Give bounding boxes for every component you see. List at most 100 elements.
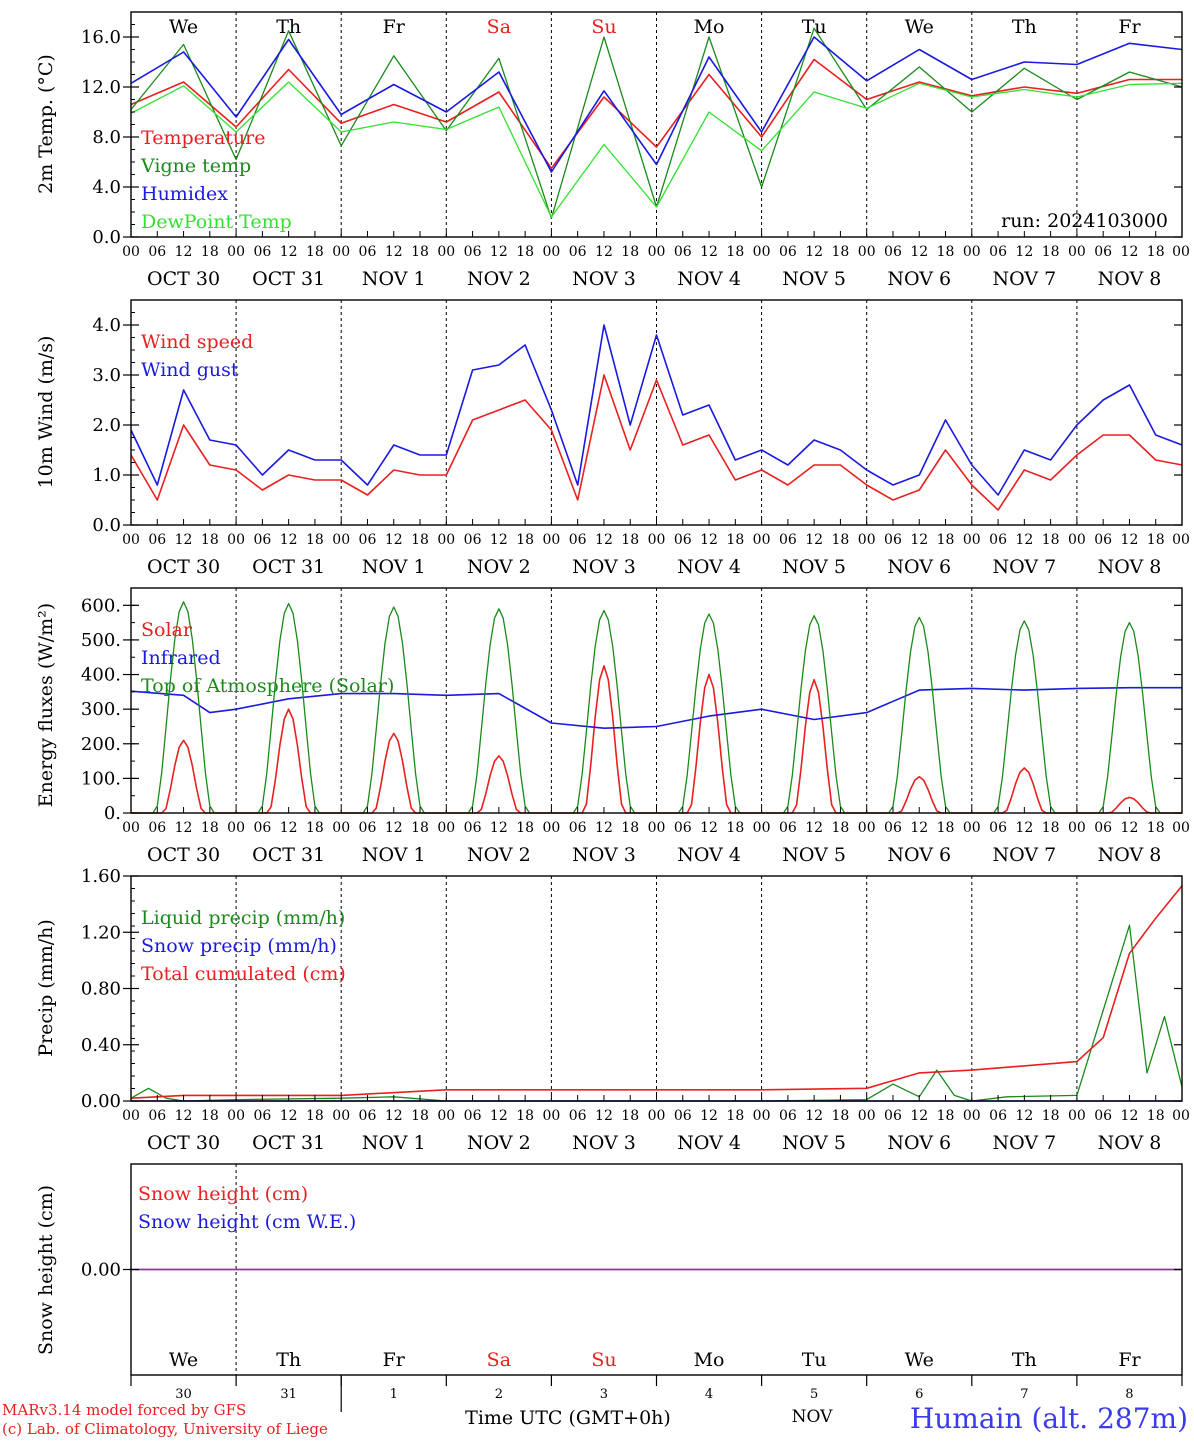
x-hour-label: 00 xyxy=(227,820,245,836)
x-hour-label: 06 xyxy=(253,1108,271,1124)
series-line xyxy=(130,81,1183,218)
x-hour-label: 12 xyxy=(1121,820,1139,836)
x-hour-label: 00 xyxy=(753,1108,771,1124)
x-hour-label: 18 xyxy=(832,244,850,260)
legend-entry: Total cumulated (cm) xyxy=(141,963,346,985)
y-tick-label: 0.0 xyxy=(92,227,121,248)
bottom-weekday-label: Fr xyxy=(1118,1349,1141,1371)
bottom-day-number: 5 xyxy=(810,1387,818,1402)
x-date-label: NOV 4 xyxy=(677,1132,741,1154)
y-tick-label: 0. xyxy=(104,803,121,824)
x-date-label: NOV 7 xyxy=(992,844,1056,866)
bottom-day-number: 8 xyxy=(1125,1387,1133,1402)
x-hour-label: 18 xyxy=(201,1108,219,1124)
x-hour-label: 00 xyxy=(437,1108,455,1124)
x-hour-label: 00 xyxy=(1172,532,1190,548)
x-hour-label: 12 xyxy=(595,820,613,836)
x-hour-label: 00 xyxy=(122,820,140,836)
legend-entry: DewPoint Temp xyxy=(141,211,292,233)
x-hour-label: 06 xyxy=(779,1108,797,1124)
x-hour-label: 06 xyxy=(464,1108,482,1124)
x-hour-label: 12 xyxy=(385,1108,403,1124)
panel-frame xyxy=(130,299,1183,526)
x-hour-label: 06 xyxy=(253,532,271,548)
x-hour-label: 06 xyxy=(1094,820,1112,836)
x-hour-label: 12 xyxy=(490,1108,508,1124)
x-hour-label: 06 xyxy=(148,244,166,260)
x-hour-label: 06 xyxy=(884,532,902,548)
x-hour-label: 00 xyxy=(332,532,350,548)
x-hour-label: 00 xyxy=(648,820,666,836)
x-hour-label: 00 xyxy=(122,532,140,548)
x-hour-label: 18 xyxy=(411,820,429,836)
x-date-label: NOV 5 xyxy=(782,1132,846,1154)
x-hour-label: 18 xyxy=(516,244,534,260)
x-date-label: OCT 31 xyxy=(252,268,325,290)
x-hour-label: 06 xyxy=(253,820,271,836)
y-tick-label: 0.40 xyxy=(81,1035,121,1056)
x-hour-label: 00 xyxy=(332,820,350,836)
x-hour-label: 18 xyxy=(621,1108,639,1124)
weekday-label: Sa xyxy=(487,16,511,38)
x-hour-label: 06 xyxy=(989,244,1007,260)
x-hour-label: 06 xyxy=(779,244,797,260)
x-hour-label: 00 xyxy=(1172,244,1190,260)
x-date-label: NOV 2 xyxy=(467,844,531,866)
x-hour-label: 00 xyxy=(1172,1108,1190,1124)
bottom-day-number: 2 xyxy=(495,1387,503,1402)
x-hour-label: 06 xyxy=(359,532,377,548)
axes-layer xyxy=(123,11,1183,1412)
x-hour-label: 00 xyxy=(122,1108,140,1124)
x-hour-label: 06 xyxy=(1094,244,1112,260)
panel-frame xyxy=(130,11,1183,238)
x-hour-label: 06 xyxy=(1094,532,1112,548)
x-hour-label: 18 xyxy=(306,820,324,836)
x-hour-label: 00 xyxy=(542,532,560,548)
legend-entry: Top of Atmosphere (Solar) xyxy=(141,675,394,697)
x-hour-label: 00 xyxy=(648,1108,666,1124)
bottom-weekday-label: We xyxy=(169,1349,198,1371)
bottom-weekday-label: Mo xyxy=(694,1349,725,1371)
x-hour-label: 12 xyxy=(1015,1108,1033,1124)
y-tick-label: 0.00 xyxy=(81,1091,121,1112)
weekday-label: Th xyxy=(1012,16,1037,38)
x-hour-label: 12 xyxy=(910,820,928,836)
x-hour-label: 18 xyxy=(937,1108,955,1124)
x-hour-label: 18 xyxy=(937,532,955,548)
y-tick-label: 2.0 xyxy=(92,415,121,436)
x-hour-label: 18 xyxy=(832,1108,850,1124)
x-hour-label: 00 xyxy=(858,244,876,260)
weekday-label: Fr xyxy=(1118,16,1141,38)
x-hour-label: 12 xyxy=(385,820,403,836)
x-hour-label: 12 xyxy=(910,1108,928,1124)
x-date-label: NOV 6 xyxy=(887,844,951,866)
x-date-label: NOV 2 xyxy=(467,268,531,290)
x-hour-label: 12 xyxy=(490,244,508,260)
x-hour-label: 12 xyxy=(700,820,718,836)
x-date-label: NOV 3 xyxy=(572,556,636,578)
x-date-label: NOV 7 xyxy=(992,268,1056,290)
x-hour-label: 18 xyxy=(1042,1108,1060,1124)
x-hour-label: 12 xyxy=(1015,532,1033,548)
y-tick-label: 1.0 xyxy=(92,465,121,486)
y-tick-label: 600. xyxy=(81,595,121,616)
x-hour-label: 00 xyxy=(648,532,666,548)
text-layer: 0.04.08.012.016.02m Temp. (°C) Temperatur… xyxy=(35,16,1190,1402)
x-hour-label: 06 xyxy=(989,1108,1007,1124)
bottom-weekday-label: Th xyxy=(276,1349,301,1371)
x-date-label: OCT 30 xyxy=(147,268,220,290)
bottom-weekday-label: Tu xyxy=(802,1349,827,1371)
x-hour-label: 06 xyxy=(569,820,587,836)
legend-entry: Solar xyxy=(141,619,193,641)
x-hour-label: 00 xyxy=(753,820,771,836)
x-hour-label: 00 xyxy=(1068,532,1086,548)
x-hour-label: 18 xyxy=(726,532,744,548)
x-hour-label: 12 xyxy=(805,532,823,548)
x-date-label: NOV 6 xyxy=(887,556,951,578)
y-tick-label: 100. xyxy=(81,768,121,789)
bottom-day-number: 1 xyxy=(390,1387,398,1402)
x-date-label: NOV 5 xyxy=(782,268,846,290)
x-date-label: NOV 6 xyxy=(887,1132,951,1154)
x-date-label: OCT 30 xyxy=(147,844,220,866)
